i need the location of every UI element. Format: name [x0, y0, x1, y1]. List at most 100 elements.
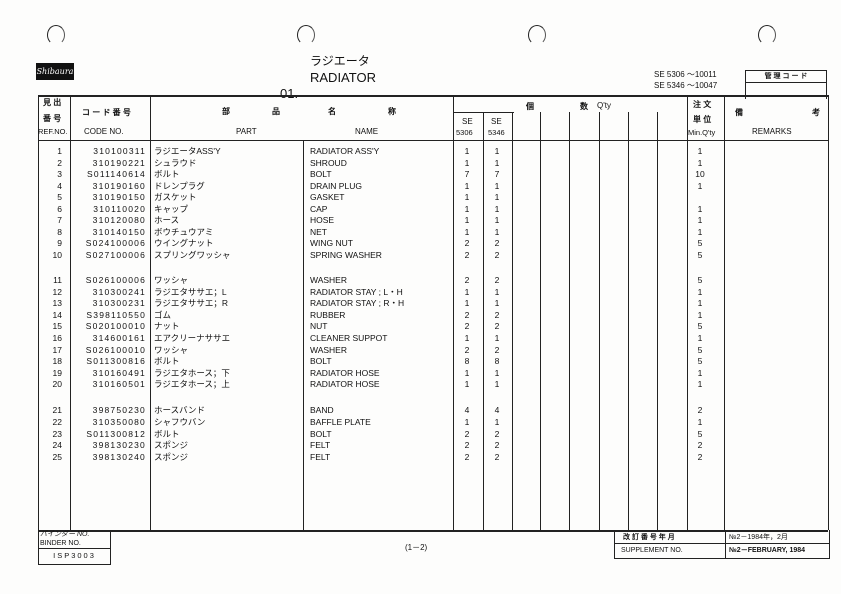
code-cell: 398750230: [92, 405, 146, 415]
binder-label-en: BINDER NO.: [40, 540, 81, 547]
qty-se5346-cell: 1: [494, 157, 500, 168]
part-name-cell: GASKET: [310, 192, 345, 202]
ref-cell: 15: [52, 321, 62, 332]
col-part-jp-4: 称: [388, 107, 396, 116]
ref-cell: 24: [52, 440, 62, 451]
col-name: NAME: [355, 127, 379, 136]
code-cell: 398130230: [92, 440, 146, 451]
qty-se5306-cell: 1: [464, 180, 470, 191]
ref-cell: 22: [52, 416, 62, 427]
code-cell: 310190150: [92, 192, 146, 202]
qty-se5306-cell: 8: [464, 356, 470, 367]
ref-cell: 10: [52, 249, 62, 260]
table-rule: [657, 112, 658, 530]
part-name-jp-cell: スポンジ: [154, 452, 189, 463]
part-name-jp-cell: ガスケット: [154, 192, 197, 202]
ref-cell: 12: [52, 286, 62, 297]
col-se5306-b: 5306: [456, 128, 473, 137]
ref-cell: 9: [57, 238, 62, 248]
table-rule: [483, 112, 484, 530]
part-name-cell: BOLT: [310, 169, 332, 179]
part-name-cell: FELT: [310, 452, 331, 463]
table-rule: [38, 140, 828, 141]
col-ref-jp2: 番 号: [43, 114, 62, 123]
col-se5306-a: SE: [462, 117, 473, 126]
part-name-jp-cell: スポンジ: [154, 440, 189, 451]
code-cell: 310300241: [92, 286, 146, 297]
part-name-cell: RUBBER: [310, 309, 346, 320]
col-part-jp-1: 部: [222, 107, 230, 116]
control-code-box: 管 理 コ ー ド: [745, 70, 827, 99]
part-name-cell: BOLT: [310, 356, 332, 367]
col-order-jp-2: 単 位: [693, 115, 712, 124]
qty-se5306-cell: 2: [464, 344, 470, 355]
page-title: RADIATOR: [310, 70, 376, 85]
col-part-jp-2: 品: [272, 107, 280, 116]
qty-se5346-cell: 1: [494, 333, 500, 343]
code-cell: 310160491: [92, 367, 146, 378]
part-name-cell: DRAIN PLUG: [310, 180, 362, 191]
ref-cell: 6: [57, 203, 62, 214]
code-cell: S011140614: [87, 169, 146, 179]
qty-se5306-cell: 7: [464, 169, 470, 179]
code-cell: 310160501: [92, 379, 146, 390]
qty-se5306-cell: 4: [464, 405, 470, 415]
code-cell: 310140150: [92, 226, 146, 237]
col-se5346-a: SE: [491, 117, 502, 126]
table-rule: [70, 95, 71, 530]
min-qty-cell: 1: [697, 157, 703, 168]
code-cell: S020100010: [85, 321, 146, 332]
code-cell: 310110020: [93, 203, 146, 214]
serial-range-2: SE 5346 ～10047: [654, 81, 718, 90]
min-qty-cell: 5: [697, 238, 703, 248]
punch-hole-icon: [758, 25, 776, 45]
page-number: (1－2): [405, 543, 428, 552]
part-name-jp-cell: ドレンプラグ: [154, 180, 205, 191]
code-cell: S026100010: [85, 344, 146, 355]
part-name-jp-cell: ホース: [154, 215, 180, 225]
min-qty-cell: 1: [697, 146, 703, 156]
min-qty-cell: 1: [697, 180, 703, 191]
part-name-cell: HOSE: [310, 215, 335, 225]
col-se5346-b: 5346: [488, 128, 505, 137]
binder-box: バインダー NO. BINDER NO. ISP3003: [38, 530, 111, 565]
qty-se5306-cell: 1: [464, 146, 470, 156]
qty-se5306-cell: 2: [464, 428, 470, 439]
min-qty-cell: 1: [697, 298, 703, 309]
qty-se5306-cell: 1: [464, 215, 470, 225]
part-name-cell: RADIATOR HOSE: [310, 367, 380, 378]
part-name-cell: RADIATOR ASS'Y: [310, 146, 380, 156]
table-rule: [453, 95, 454, 530]
binder-label-jp: バインダー NO.: [40, 531, 90, 538]
qty-se5346-cell: 4: [494, 405, 500, 415]
code-cell: S027100006: [85, 249, 146, 260]
qty-se5346-cell: 1: [494, 203, 500, 214]
part-name-cell: BOLT: [310, 428, 332, 439]
ref-cell: 21: [52, 405, 62, 415]
qty-se5346-cell: 1: [494, 215, 500, 225]
min-qty-cell: 1: [697, 379, 703, 390]
code-cell: 310350080: [92, 416, 146, 427]
ref-cell: 4: [57, 180, 62, 191]
min-qty-cell: 1: [697, 367, 703, 378]
part-name-cell: CLEANER SUPPOT: [310, 333, 388, 343]
serial-range-1: SE 5306 ～10011: [654, 70, 717, 79]
ref-cell: 7: [57, 215, 62, 225]
part-name-cell: SHROUD: [310, 157, 347, 168]
section-number: 01.: [280, 86, 299, 101]
table-rule: [569, 112, 570, 530]
min-qty-cell: 1: [697, 203, 703, 214]
col-qty: Q'ty: [597, 101, 611, 110]
qty-se5306-cell: 2: [464, 249, 470, 260]
part-name-cell: BAFFLE PLATE: [310, 416, 371, 427]
qty-se5306-cell: 1: [464, 157, 470, 168]
qty-se5346-cell: 2: [494, 428, 500, 439]
table-rule: [512, 112, 513, 530]
ref-cell: 13: [52, 298, 62, 309]
qty-se5346-cell: 2: [494, 440, 500, 451]
qty-se5346-cell: 2: [494, 452, 500, 463]
qty-se5306-cell: 1: [464, 298, 470, 309]
part-name-jp-cell: ラジエタホース；下: [154, 367, 230, 378]
col-code: CODE NO.: [84, 127, 124, 136]
